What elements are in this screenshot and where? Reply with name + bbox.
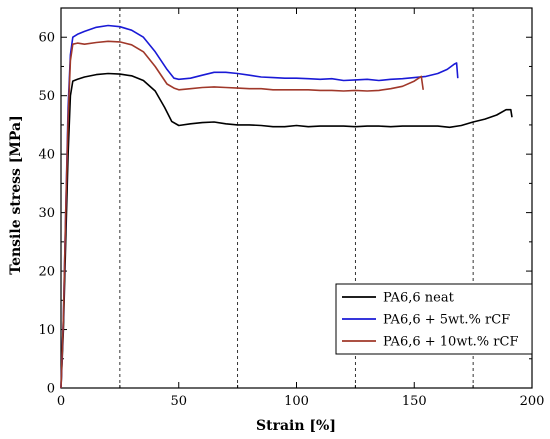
x-tick-label: 150 bbox=[402, 394, 427, 409]
plot-area: 0 50 100 150 200 0 10 20 30 40 50 60 bbox=[38, 7, 545, 409]
y-tick-label: 20 bbox=[38, 265, 55, 280]
series-line bbox=[60, 40, 424, 389]
y-tick-label: 30 bbox=[38, 206, 55, 221]
legend-label: PA6,6 + 5wt.% rCF bbox=[383, 313, 510, 328]
legend: PA6,6 neat PA6,6 + 5wt.% rCF PA6,6 + 10wt.… bbox=[335, 283, 533, 355]
y-axis-title: Tensile stress [MPa] bbox=[8, 115, 24, 274]
legend-label: PA6,6 + 10wt.% rCF bbox=[383, 335, 518, 350]
y-tick-label: 0 bbox=[47, 382, 55, 397]
x-axis-title: Strain [%] bbox=[256, 418, 336, 434]
legend-label: PA6,6 neat bbox=[383, 291, 455, 306]
y-tick-label: 50 bbox=[38, 89, 55, 104]
y-tick-label: 60 bbox=[38, 31, 55, 46]
x-tick-label: 200 bbox=[520, 394, 545, 409]
x-tick-label: 100 bbox=[284, 394, 309, 409]
y-tick-label: 10 bbox=[38, 323, 55, 338]
x-tick-label: 50 bbox=[170, 394, 187, 409]
series-line bbox=[60, 24, 459, 389]
x-tick-label: 0 bbox=[57, 394, 65, 409]
series-line bbox=[60, 72, 513, 389]
y-tick-label: 40 bbox=[38, 148, 55, 163]
